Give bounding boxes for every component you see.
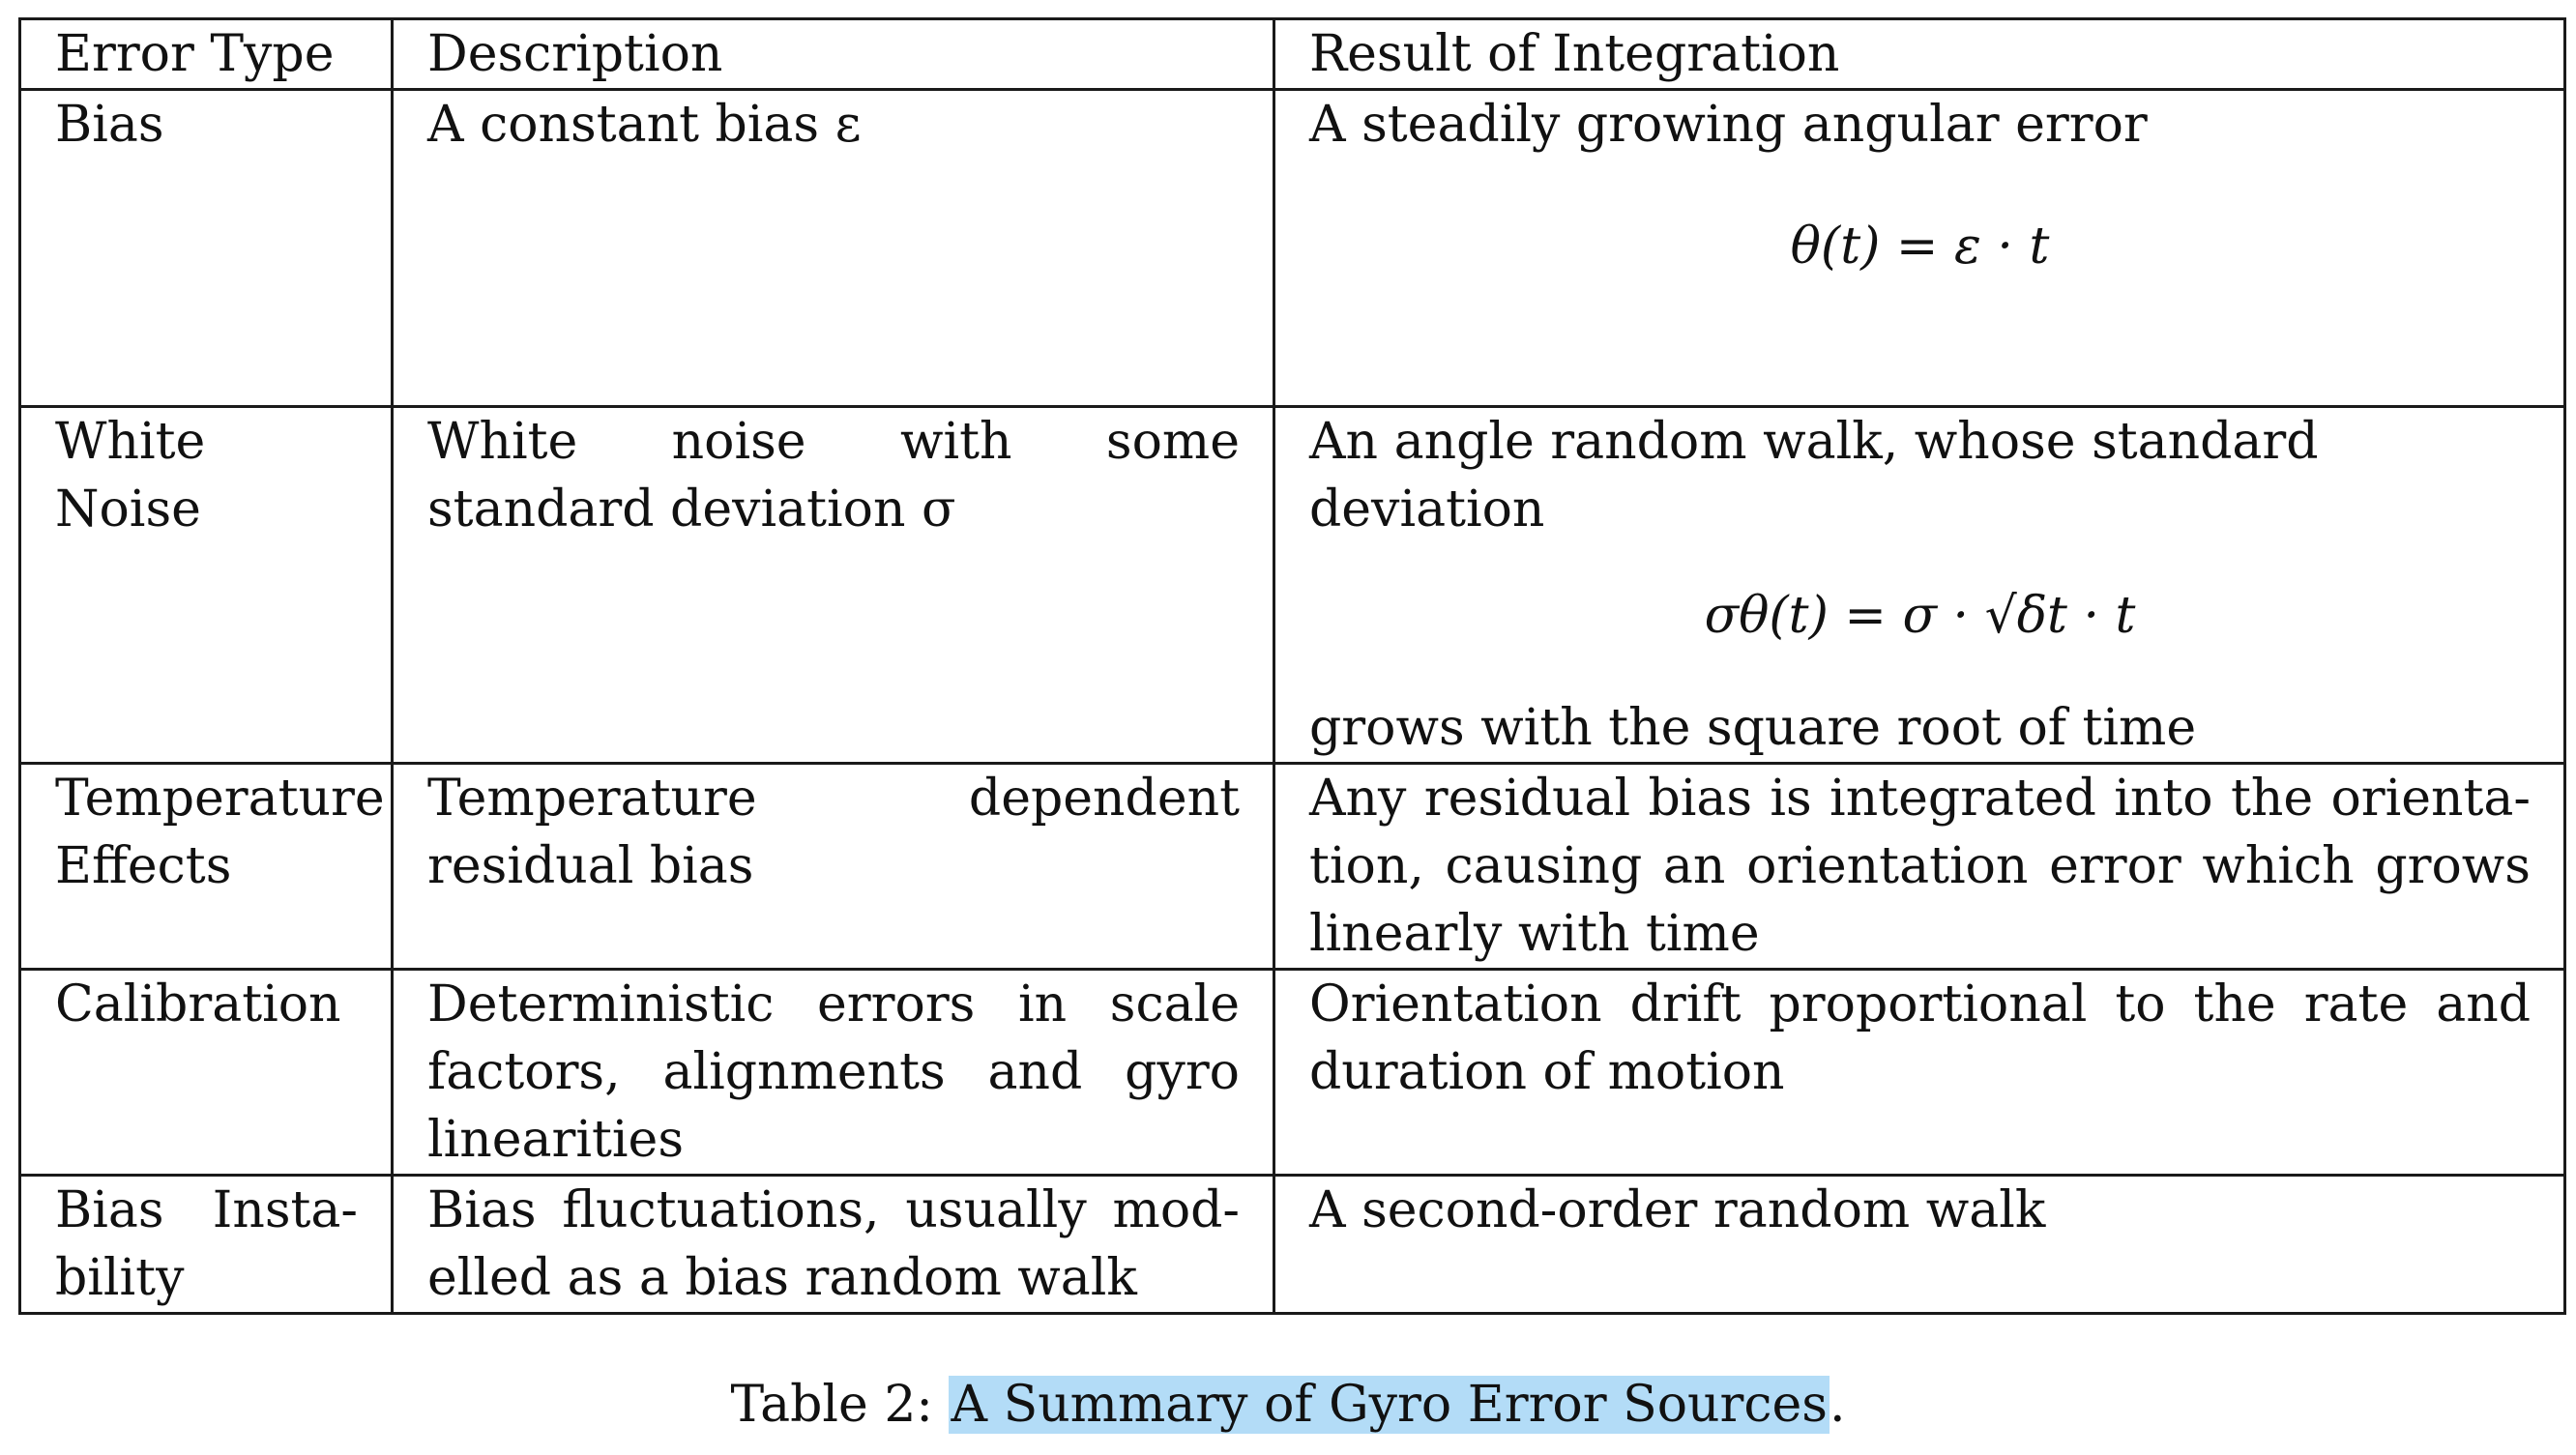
cell-description: Temperature dependent residual bias bbox=[391, 762, 1275, 971]
table-row: Calibration Deterministic errors in scal… bbox=[18, 968, 2566, 1177]
cell-result: An angle random walk, whose standard dev… bbox=[1273, 405, 2566, 765]
white-noise-equation: σθ(t) = σ · √δt · t bbox=[1704, 587, 2136, 645]
table-row: Bias Insta­bility Bias fluctuations, usu… bbox=[18, 1174, 2566, 1315]
table-container: Error Type Description Result of Integra… bbox=[18, 17, 2566, 1315]
header-description: Description bbox=[391, 17, 1275, 91]
caption-title-highlighted: A Summary of Gyro Error Sources bbox=[949, 1376, 1830, 1434]
result-text: A steadily growing angular error bbox=[1309, 96, 2148, 154]
table-caption: Table 2: A Summary of Gyro Error Sources… bbox=[0, 1371, 2576, 1439]
cell-description: A constant bias ε bbox=[391, 88, 1275, 408]
table-header-row: Error Type Description Result of Integra… bbox=[18, 17, 2566, 91]
cell-error-type: Bias Insta­bility bbox=[18, 1174, 394, 1315]
cell-description: White noise with some standard deviation… bbox=[391, 405, 1275, 765]
cell-error-type: Calibration bbox=[18, 968, 394, 1177]
cell-description: Bias fluctuations, usually mod­elled as … bbox=[391, 1174, 1275, 1315]
cell-result: A second-order random walk bbox=[1273, 1174, 2566, 1315]
table-row: White Noise White noise with some standa… bbox=[18, 405, 2566, 765]
cell-description: Deterministic errors in scale fac­tors, … bbox=[391, 968, 1275, 1177]
header-error-type: Error Type bbox=[18, 17, 394, 91]
cell-result: A steadily growing angular error θ(t) = … bbox=[1273, 88, 2566, 408]
gyro-error-table: Error Type Description Result of Integra… bbox=[18, 17, 2566, 1315]
caption-label: Table 2: bbox=[730, 1376, 933, 1434]
header-result: Result of Integration bbox=[1273, 17, 2566, 91]
result-text: An angle random walk, whose standard dev… bbox=[1309, 413, 2319, 538]
cell-error-type: Temperature Effects bbox=[18, 762, 394, 971]
table-row: Bias A constant bias ε A steadily growin… bbox=[18, 88, 2566, 408]
bias-equation: θ(t) = ε · t bbox=[1790, 218, 2050, 276]
caption-period: . bbox=[1829, 1376, 1846, 1434]
table-row: Temperature Effects Temperature dependen… bbox=[18, 762, 2566, 971]
cell-result: Orientation drift proportional to the ra… bbox=[1273, 968, 2566, 1177]
cell-error-type: Bias bbox=[18, 88, 394, 408]
result-text-after: grows with the square root of time bbox=[1309, 699, 2197, 757]
cell-error-type: White Noise bbox=[18, 405, 394, 765]
cell-result: Any residual bias is integrated into the… bbox=[1273, 762, 2566, 971]
